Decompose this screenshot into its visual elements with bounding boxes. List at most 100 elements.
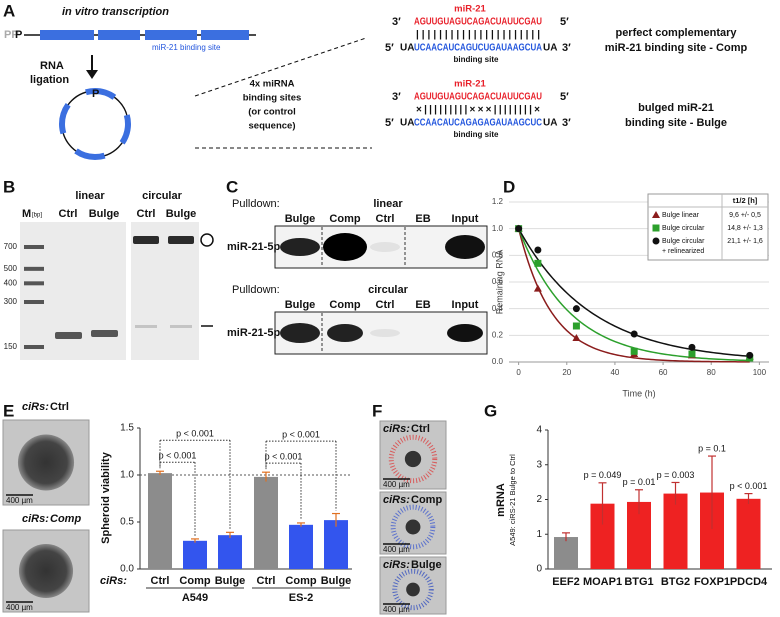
mirna-label: miR-21 [454,79,486,90]
marker [534,259,542,267]
condition-prefix: ciRs: [383,559,410,571]
invasion [390,504,436,550]
y-tick-label: 0 [536,564,542,575]
y-tick-label: 2 [536,494,542,505]
mirna-sequence: AGUUGUAGUCAGACUAUUCGAU [414,17,542,28]
invasion [392,568,434,611]
half-life-label: 21,1 +/- 1,6 [727,238,763,245]
strand-end: 5′ [560,91,569,103]
legend-label: Bulge circular [662,225,705,232]
blot-target: miR-21-5p [227,327,280,339]
label: P [15,29,22,41]
binding-site-label: miR-21 binding site [152,43,221,52]
strand-end: 3′ [392,91,401,103]
label: sequence) [249,121,296,132]
mirna-label: miR-21 [454,4,486,15]
spheroid [404,450,422,468]
pulldown-prefix: Pulldown: [232,284,280,296]
x-tick-label: Comp [179,575,210,587]
marker [515,225,523,233]
p-value: p = 0.049 [584,470,622,480]
x-tick-label: EEF2 [552,576,580,588]
marker [652,224,660,232]
p-value: p < 0.001 [176,429,214,439]
gel-band [133,236,159,244]
panel-label: E [3,401,14,420]
y-tick-label: 0.5 [120,517,134,528]
lane-label: Comp [329,299,360,311]
condition: Comp [50,513,81,525]
ladder-label: 300 [4,297,18,306]
y-axis-subtitle: A549: ciRS-21 Bulge to Ctrl [508,454,517,546]
shape [61,90,129,158]
flank: UA [400,43,414,54]
lane-label: Bulge [285,213,316,225]
y-tick-label: 1.2 [492,197,504,206]
half-life-label: 9,6 +/- 0,5 [729,212,761,219]
x-tick-label: Comp [285,575,316,587]
x-tick-label: 40 [610,368,619,377]
half-life-label: 14,8 +/- 1,3 [727,225,763,232]
ladder-band [24,345,44,349]
lane-label: EB [415,299,430,311]
marker [630,347,638,355]
marker [652,211,660,218]
strand-end: 5′ [385,42,394,54]
y-tick-label: 1.0 [492,224,504,233]
shape [201,30,249,40]
blot-band [370,329,400,337]
marker [652,237,660,245]
blot-band [280,238,320,256]
lane-label: Bulge [285,299,316,311]
shape [194,37,367,97]
x-tick-label: Bulge [321,575,352,587]
label: Ctrl [137,208,156,220]
y-tick-label: 4 [536,425,542,436]
ladder-band [24,245,44,249]
scale-label: 400 µm [383,545,410,554]
schematic-title: in vitro transcription [62,6,169,18]
p-value: p < 0.001 [282,430,320,440]
gel [20,222,126,360]
x-tick-label: 80 [707,368,716,377]
scale-label: 400 µm [6,603,33,612]
label: Bulge [166,208,197,220]
description: bulged miR-21 [638,102,714,114]
label: binding sites [243,93,302,104]
p-value: p = 0.1 [698,443,726,453]
y-tick-label: 0.0 [492,357,504,366]
x-tick-label: Ctrl [151,575,170,587]
spheroid [17,434,75,491]
condition-prefix: ciRs: [383,494,410,506]
base-pairing: ×|||||||||×××||||||||× [416,105,540,116]
bar [183,540,207,569]
y-tick-label: 1 [536,529,542,540]
blot-target: miR-21-5p [227,241,280,253]
p-value: p < 0.001 [730,481,768,491]
spheroid [18,543,74,599]
x-tick-label: Ctrl [257,575,276,587]
ladder-label: 150 [4,342,18,351]
condition: Bulge [411,559,442,571]
label: M [22,208,31,220]
condition-prefix: ciRs: [383,423,410,435]
base-pairing: |||||||||||||||||||||| [416,30,540,41]
ladder-band [24,300,44,305]
spheroid [406,582,420,597]
condition: Comp [411,494,442,506]
blot-band [447,324,483,342]
bar [736,498,761,569]
flank: UA [543,118,557,129]
circle-symbol [200,233,214,247]
condition: Ctrl [50,401,69,413]
lane-label: Ctrl [376,299,395,311]
strand-end: 5′ [560,16,569,28]
marker [533,284,542,292]
ladder-label: 700 [4,242,18,251]
x-tick-label: BTG1 [624,576,653,588]
lane-label: Input [452,299,479,311]
bar [289,524,313,569]
bar [324,520,348,569]
marker [572,305,580,313]
